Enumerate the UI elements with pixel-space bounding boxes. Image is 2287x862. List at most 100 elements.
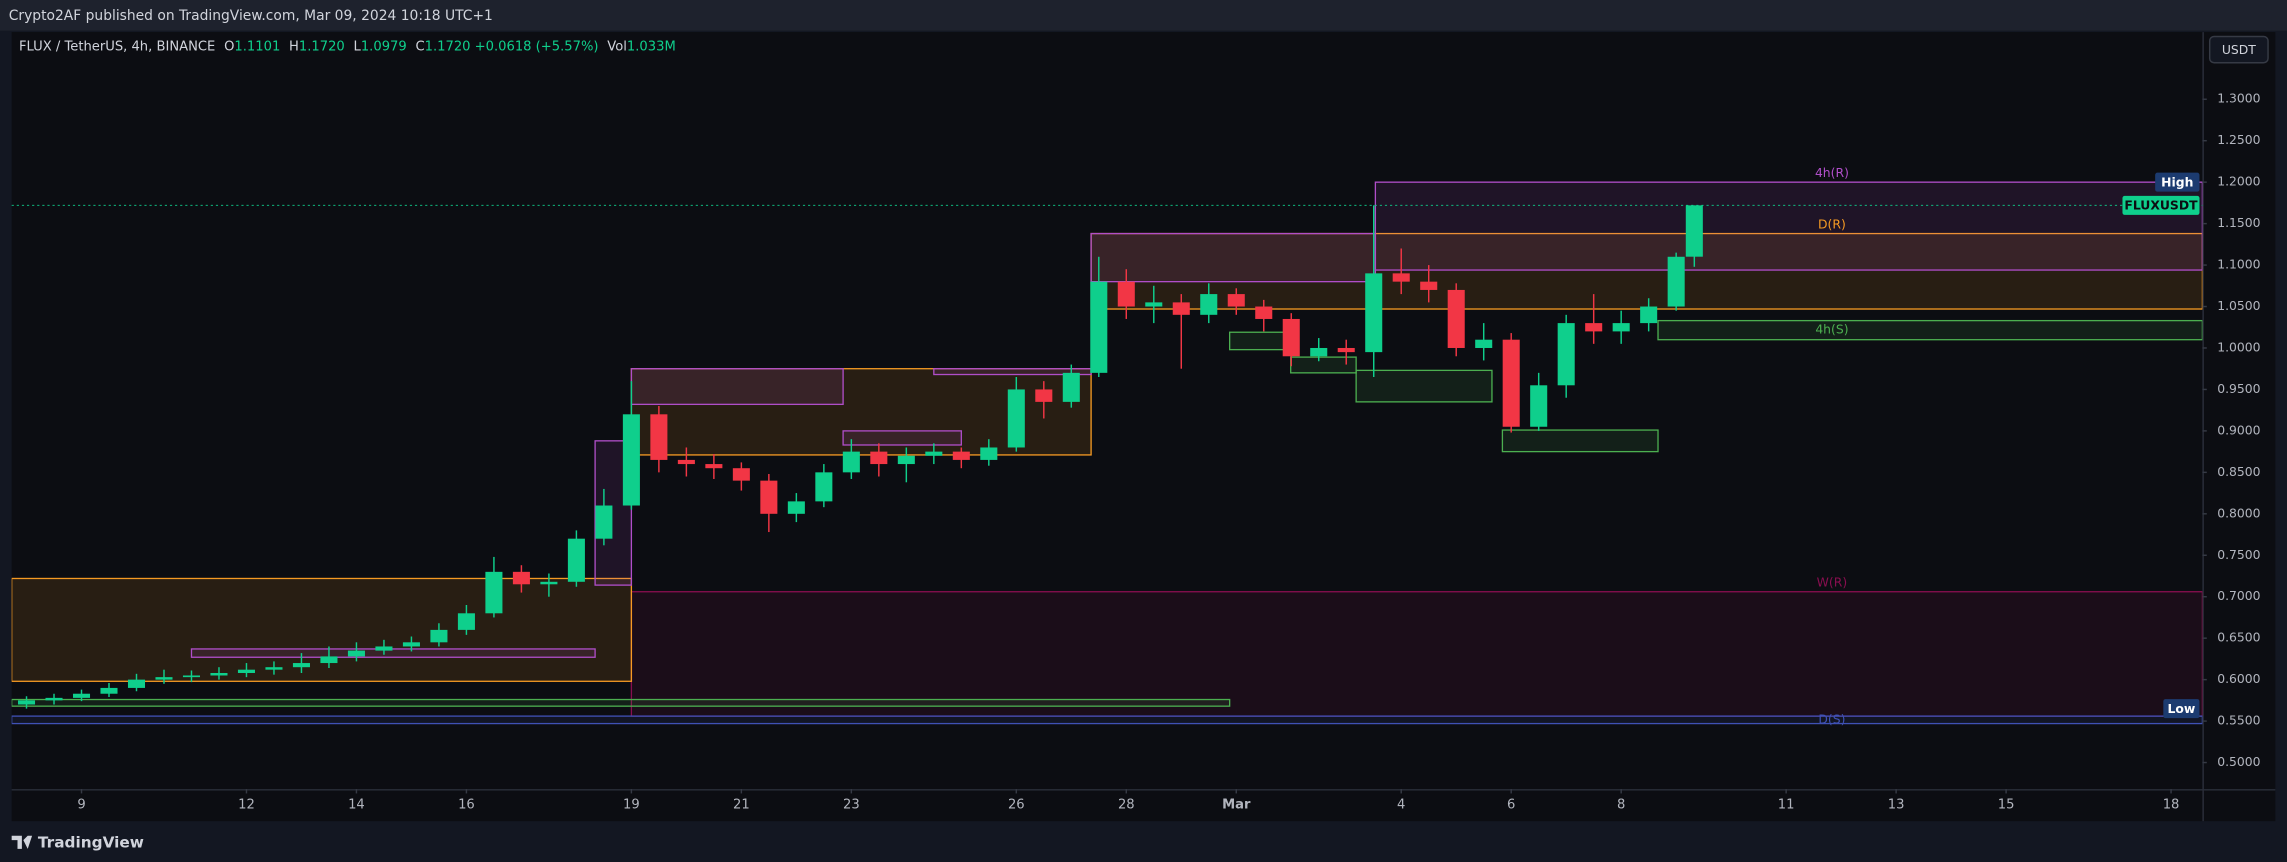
- legend-key: H: [289, 39, 299, 54]
- candle-body: [952, 451, 970, 460]
- candle-body: [897, 455, 915, 465]
- candle-body: [1365, 273, 1383, 353]
- plot-area: [11, 32, 2203, 790]
- candle-body: [1090, 281, 1108, 373]
- candle-body: [155, 677, 173, 680]
- zone: [1090, 232, 2203, 310]
- candle-body: [1117, 281, 1135, 307]
- x-tick-label: 26: [1008, 798, 1025, 813]
- candle-body: [595, 505, 613, 539]
- zone-label: 4h(S): [1815, 322, 1848, 337]
- zone: [1090, 232, 1377, 283]
- y-tick-label: 1.1000: [2217, 257, 2260, 272]
- overlay: 0.5000 0.5500 0.6000 0.6500 0.7000 0.7500 0.80…: [11, 91, 2261, 813]
- price-tag: [2122, 195, 2200, 215]
- x-tick-label: 8: [1617, 798, 1625, 813]
- y-tick-label: 0.7000: [2217, 588, 2260, 603]
- y-tick-label: 0.6000: [2217, 671, 2260, 686]
- candle-body: [127, 679, 146, 688]
- candle-body: [1530, 385, 1548, 427]
- candle-body: [1172, 302, 1190, 315]
- brand-name: TradingView: [38, 834, 144, 852]
- candle-body: [1035, 389, 1053, 402]
- legend-key: L: [354, 39, 362, 54]
- x-tick-label: 18: [2163, 798, 2180, 813]
- time-axis: [11, 789, 2276, 822]
- candle-body: [292, 663, 310, 668]
- candle-body: [1392, 273, 1410, 282]
- candle-body: [870, 451, 888, 465]
- candle-body: [265, 667, 283, 670]
- candle-body: [1227, 294, 1245, 307]
- candle-body: [760, 480, 778, 514]
- candle-body: [1062, 372, 1080, 402]
- candle-body: [1007, 389, 1025, 448]
- price-axis: [2202, 32, 2276, 790]
- candle-body: [320, 656, 338, 664]
- y-tick-label: 1.1500: [2217, 215, 2260, 230]
- zone-label: D(R): [1818, 216, 1846, 231]
- candle-body: [1255, 306, 1273, 319]
- candle-body: [1502, 339, 1520, 427]
- y-tick-label: 1.3000: [2217, 91, 2260, 106]
- candle-body: [1667, 256, 1685, 307]
- price-tag: [2155, 172, 2200, 192]
- zone: [11, 698, 1231, 707]
- x-tick-label: 4: [1397, 798, 1405, 813]
- legend-value: 1.1101: [234, 39, 280, 54]
- price-tag-label: Low: [2167, 701, 2195, 716]
- x-tick-label: 6: [1507, 798, 1515, 813]
- candle-body: [925, 451, 943, 456]
- zone: [1657, 319, 2203, 341]
- legend-value: 1.033M: [627, 39, 676, 54]
- candle-body: [1310, 347, 1328, 357]
- zone-label: W(R): [1817, 574, 1848, 589]
- candle-body: [182, 675, 201, 678]
- candle-body: [210, 672, 228, 676]
- x-tick-label: 21: [733, 798, 750, 813]
- legend-value: 1.1720 +0.0618 (+5.57%): [425, 39, 599, 54]
- y-tick-label: 1.2000: [2217, 174, 2260, 189]
- legend-value: 1.1720: [299, 39, 345, 54]
- y-tick-label: 0.5500: [2217, 713, 2260, 728]
- x-tick-label: 19: [623, 798, 640, 813]
- x-tick-label: 12: [238, 798, 255, 813]
- candle-body: [842, 451, 860, 473]
- zone: [630, 368, 844, 406]
- y-tick-label: 0.5000: [2217, 754, 2260, 769]
- candle-body: [430, 629, 448, 643]
- x-tick-label: 11: [1778, 798, 1795, 813]
- y-tick-label: 0.8000: [2217, 505, 2260, 520]
- x-tick-label: 15: [1998, 798, 2015, 813]
- candle-body: [540, 581, 558, 585]
- y-tick-label: 0.7500: [2217, 547, 2260, 562]
- zone: [1501, 429, 1659, 453]
- currency-button[interactable]: [2208, 35, 2269, 64]
- candle-body: [1640, 306, 1658, 324]
- y-tick-label: 0.9000: [2217, 422, 2260, 437]
- y-tick-label: 1.0500: [2217, 298, 2260, 313]
- legend-key: O: [224, 39, 234, 54]
- zone: [1355, 369, 1493, 403]
- candle-body: [72, 693, 91, 698]
- zone: [630, 591, 2203, 717]
- candle-body: [485, 571, 503, 614]
- candle-body: [980, 447, 998, 460]
- candle-body: [45, 697, 63, 701]
- header-text: Crypto2AF published on TradingView.com, …: [9, 8, 493, 24]
- price-tag: [2163, 699, 2200, 719]
- legend: FLUX / TetherUS, 4h, BINANCE O1.1101 H1.17…: [19, 39, 676, 54]
- candle-body: [512, 571, 530, 585]
- candle-body: [1557, 323, 1575, 386]
- x-tick-label: 13: [1888, 798, 1905, 813]
- legend-symbol: FLUX / TetherUS, 4h, BINANCE: [19, 39, 215, 54]
- y-tick-label: 0.8500: [2217, 464, 2260, 479]
- x-tick-label: 9: [77, 798, 85, 813]
- zone: [11, 577, 633, 682]
- x-tick-label: Mar: [1222, 798, 1251, 813]
- y-tick-label: 1.0000: [2217, 339, 2260, 354]
- zone: [842, 430, 962, 446]
- candle-body: [100, 687, 118, 694]
- candles: [17, 205, 1703, 709]
